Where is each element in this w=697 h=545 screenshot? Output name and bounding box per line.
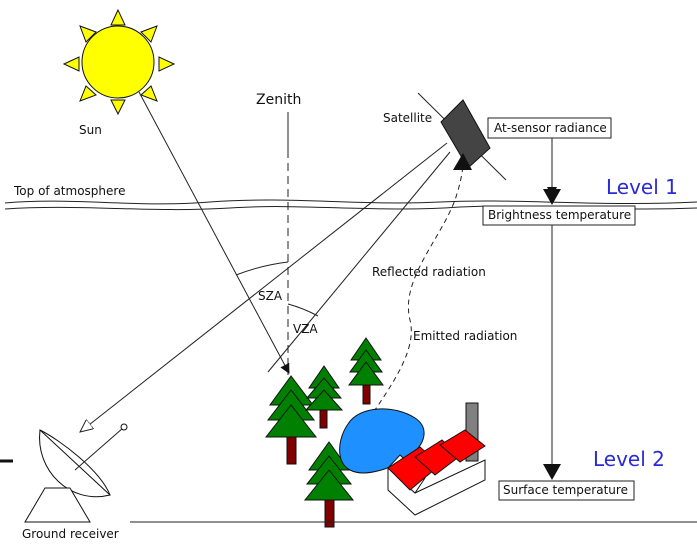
reflected-ray <box>267 151 451 373</box>
zenith-label: Zenith <box>256 92 301 108</box>
vza-arc <box>287 303 319 317</box>
tree-icon <box>264 375 318 465</box>
at-sensor-radiance-box: At-sensor radiance <box>487 117 612 139</box>
vza-label: VZA <box>293 322 318 336</box>
top-of-atmosphere-label: Top of atmosphere <box>13 184 125 198</box>
emitted-ray <box>349 164 464 451</box>
emitted-radiation-label: Emitted radiation <box>413 329 517 343</box>
top-of-atmosphere-line <box>4 199 697 205</box>
brightness-temperature-box: Brightness temperature <box>482 205 636 226</box>
tree-icon <box>348 337 384 405</box>
svg-text:At-sensor radiance: At-sensor radiance <box>494 121 607 135</box>
tree-icon <box>304 365 344 429</box>
tree-icon <box>303 441 355 528</box>
factory-icon <box>387 402 486 516</box>
satellite-icon <box>417 92 507 181</box>
satellite-dish-icon <box>24 423 128 523</box>
incident-ray <box>138 91 290 374</box>
ground-receiver-label: Ground receiver <box>22 527 119 541</box>
svg-text:Brightness temperature: Brightness temperature <box>488 208 631 222</box>
reflected-radiation-label: Reflected radiation <box>372 265 486 279</box>
satellite-label: Satellite <box>383 111 432 125</box>
emitted-arrowhead <box>453 153 472 170</box>
flow-arrowhead-2 <box>543 464 561 480</box>
level-1-label: Level 1 <box>606 175 678 199</box>
surface-temperature-box: Surface temperature <box>498 480 635 501</box>
downlink-ray <box>80 142 448 432</box>
sza-arc <box>235 261 289 276</box>
sza-label: SZA <box>258 289 283 303</box>
sun-label: Sun <box>79 123 102 137</box>
flow-arrowhead-1 <box>543 189 561 205</box>
svg-text:Surface temperature: Surface temperature <box>503 483 628 497</box>
level-2-label: Level 2 <box>593 447 665 471</box>
sun-icon <box>62 8 176 116</box>
